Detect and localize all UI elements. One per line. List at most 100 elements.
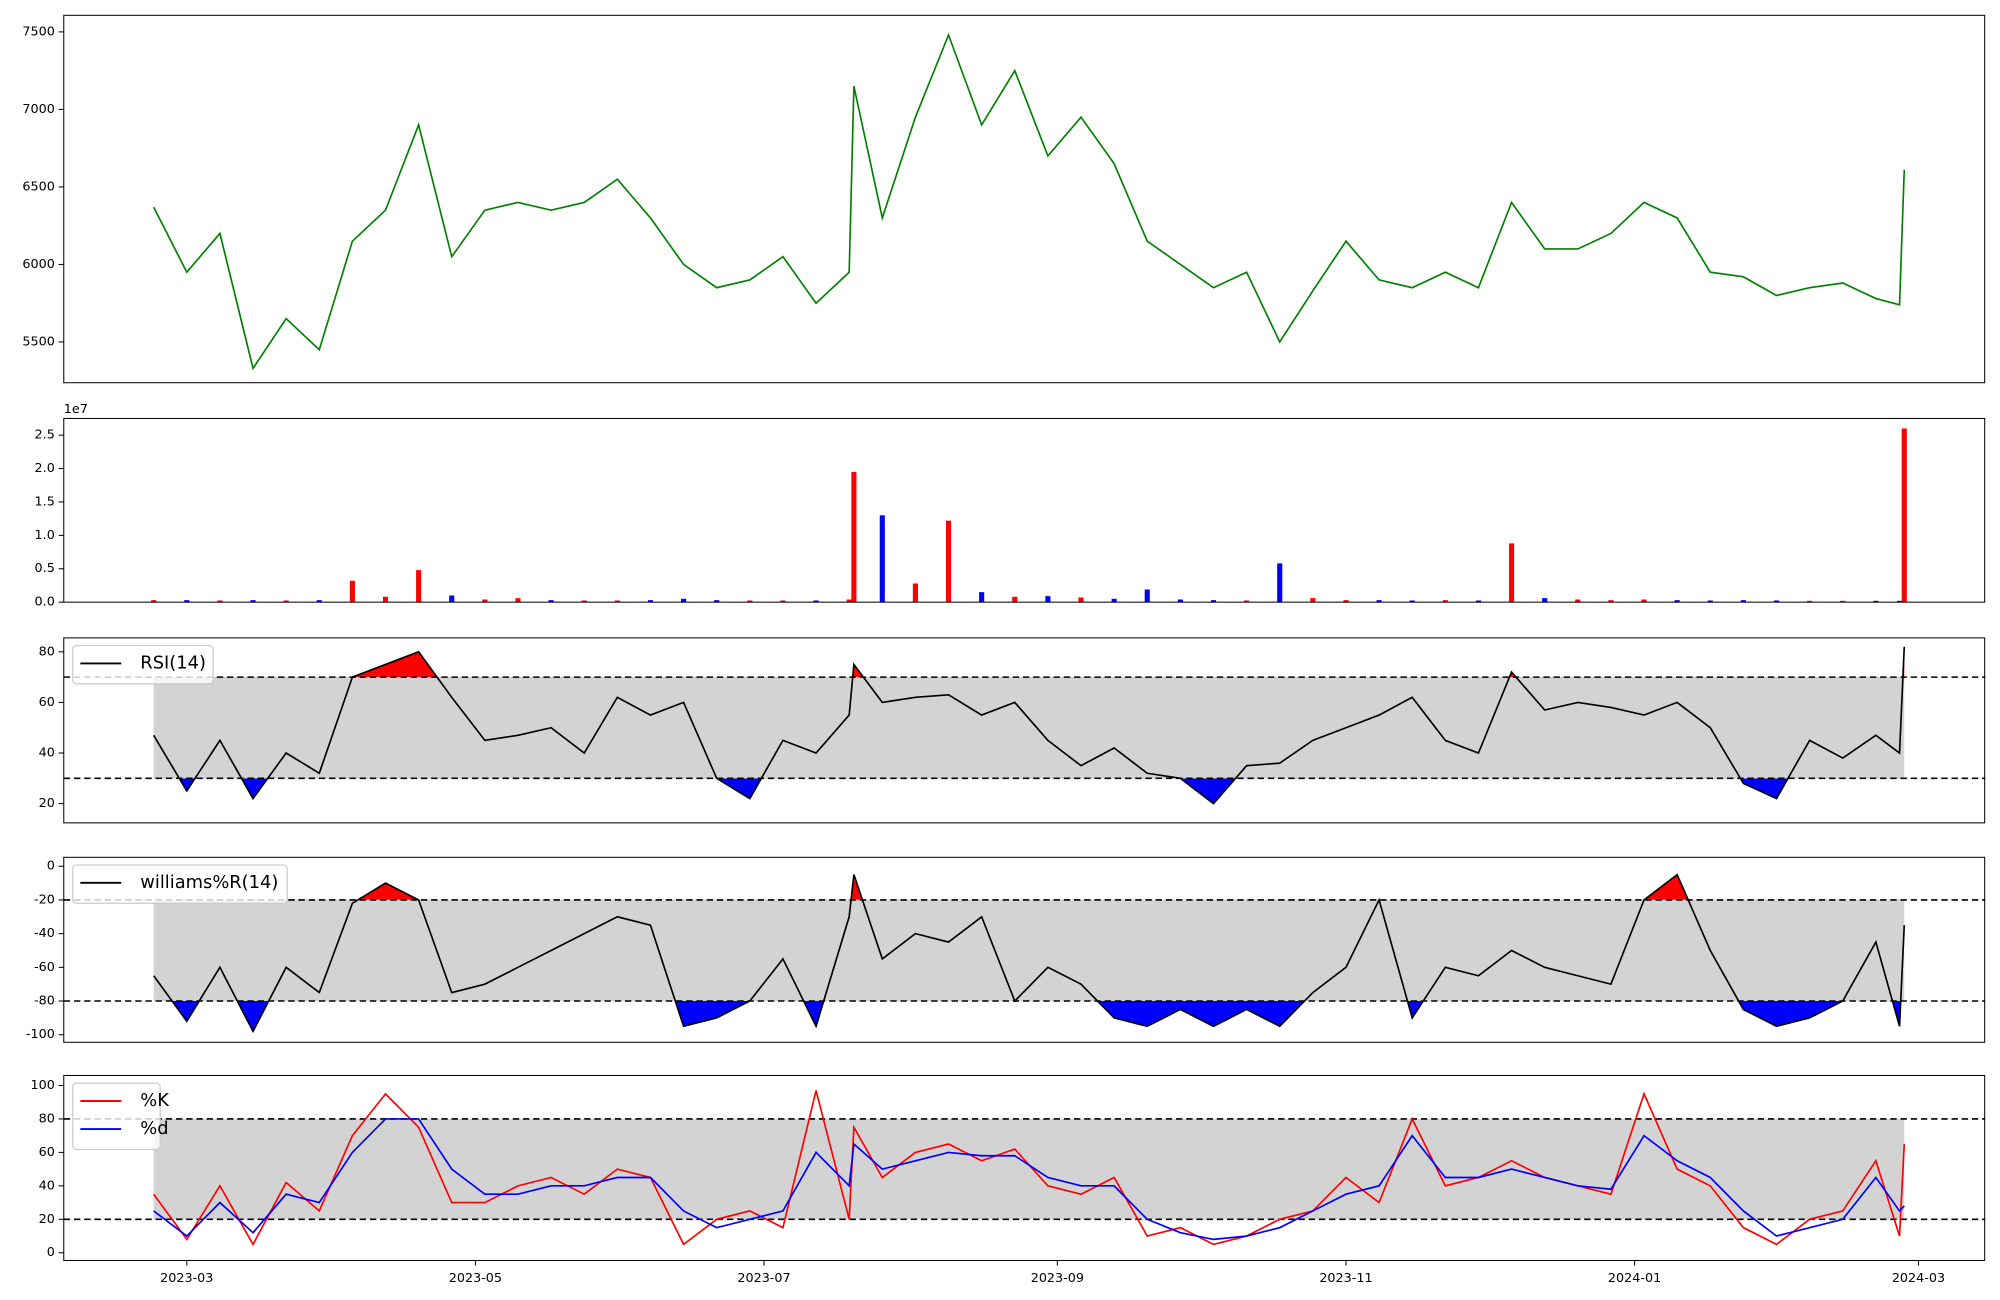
volume-bar [482,599,488,603]
volume-bar [1310,598,1316,603]
volume-bar [647,600,654,603]
y-tick-label: 5500 [22,334,54,349]
volume-bar [449,595,455,603]
volume-bar [1177,599,1183,603]
x-tick-label: 2024-03 [1892,1271,1945,1286]
volume-bar [1807,600,1813,603]
threshold-band [153,899,1905,1002]
volume-bar [316,600,322,603]
legend-label: williams%R(14) [140,872,278,893]
y-tick-label: -60 [34,960,55,975]
panel: 0 20 40 60 80 100 %K %d 2023-03 2023-05 2023-07 202… [31,1074,1986,1286]
volume-bar [1896,600,1903,603]
x-tick-label: 2023-03 [160,1271,213,1286]
volume-bar [747,600,753,603]
y-tick-label: 0.0 [35,595,55,610]
legend: RSI(14) [72,644,214,685]
volume-bar [250,600,256,603]
volume-bar [1376,600,1382,603]
y-tick-label: 0 [47,859,55,874]
volume-bar [1542,598,1548,603]
y-tick-label: 6000 [22,257,54,272]
series-line [153,1118,1905,1241]
panel: -100 -80 -60 -40 -20 0 williams%R(14) [26,856,1986,1043]
legend-label: %K [140,1090,170,1111]
plot-frame [63,637,1986,824]
legend-box [72,644,214,685]
y-tick-label: 2.0 [35,461,55,476]
y-tick-label: 0.5 [35,561,55,576]
volume-bar [1045,596,1051,603]
y-tick-label: 40 [39,1178,55,1193]
series-line [152,646,1906,805]
volume-bar [1409,600,1415,603]
volume-bar [1608,600,1614,603]
volume-bar [979,592,985,603]
legend-box [72,864,288,904]
x-tick-label: 2023-07 [737,1271,790,1286]
volume-bar [1641,599,1647,603]
plot-frame [63,14,1986,384]
y-tick-label: 60 [39,1145,55,1160]
volume-bar [1873,600,1879,603]
volume-bar [1773,600,1780,603]
volume-bar [681,598,687,603]
y-tick-label: -20 [34,892,55,907]
price-line [152,32,1906,371]
series-line [153,873,1906,1034]
plot-frame [63,417,1986,603]
y-tick-label: 7000 [22,102,54,117]
y-tick-label: 80 [39,644,55,659]
volume-bar [548,600,554,603]
volume-bar [416,570,422,603]
volume-bar [382,596,389,603]
threshold-band [153,677,1905,779]
x-tick-label: 2023-09 [1031,1271,1084,1286]
y-tick-label: 20 [39,796,55,811]
volume-bar [581,600,587,603]
volume-bar [780,600,786,603]
volume-bar [1674,600,1680,603]
volume-bar [1475,600,1481,603]
y-tick-label: 6500 [22,179,54,194]
y-tick-label: 20 [39,1212,55,1227]
volume-bar [1144,589,1150,603]
volume-bar [1740,600,1746,603]
y-tick-label: -80 [34,994,55,1009]
x-tick-label: 2023-11 [1319,1271,1372,1286]
volume-bar [851,471,857,603]
volume-bar [1078,597,1084,603]
panel: 20 40 60 80 RSI(14) [39,637,1986,824]
plot-frame [63,856,1986,1043]
threshold-band [153,1118,1905,1220]
y-tick-label: 60 [39,695,55,710]
y-tick-label: 40 [39,746,55,761]
y-tick-label: 100 [31,1078,55,1093]
volume-bar [714,600,720,603]
volume-bar [283,600,289,603]
y-tick-label: 7500 [22,24,54,39]
volume-bar [217,600,223,603]
volume-bar [1901,428,1907,603]
volume-bar [614,600,620,603]
legend-label: %d [140,1118,168,1139]
y-tick-label: 2.5 [35,428,55,443]
volume-bar [1210,600,1217,603]
legend-box [72,1082,161,1151]
volume-bar [1575,599,1581,603]
y-tick-label: 1.5 [35,494,55,509]
x-tick-label: 2023-05 [449,1271,502,1286]
volume-bar [151,600,157,603]
volume-bar [912,583,918,603]
y-tick-label: -100 [26,1027,55,1042]
panel: 5500 6000 6500 7000 7500 [22,14,1986,384]
volume-bar [1442,600,1448,603]
volume-bar [1277,563,1283,603]
panel: 0.0 0.5 1.0 1.5 2.0 2.5 1e7 [35,402,1986,610]
volume-bar [184,600,190,603]
volume-bar [945,520,952,603]
axis-offset-label: 1e7 [64,402,88,417]
volume-bar [1244,600,1250,603]
volume-bar [813,600,819,603]
